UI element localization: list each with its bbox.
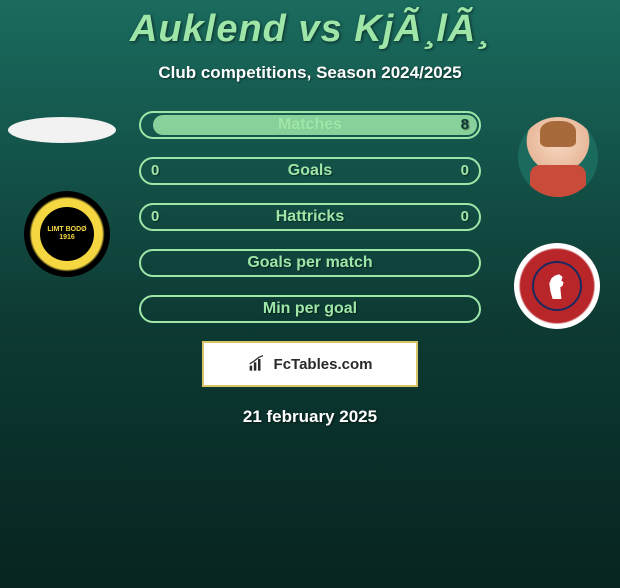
stat-row-goals: 0 Goals 0 bbox=[139, 157, 481, 185]
horse-icon bbox=[546, 273, 568, 299]
subtitle: Club competitions, Season 2024/2025 bbox=[0, 63, 620, 83]
player-right-avatar bbox=[518, 117, 598, 197]
stat-label: Goals per match bbox=[247, 254, 372, 271]
stat-row-matches: Matches 8 bbox=[139, 111, 481, 139]
comparison-date: 21 february 2025 bbox=[0, 407, 620, 427]
brand-badge[interactable]: FcTables.com bbox=[202, 341, 418, 387]
stat-right-val: 0 bbox=[461, 205, 469, 229]
chart-icon bbox=[248, 355, 268, 373]
stat-label: Min per goal bbox=[263, 300, 357, 317]
stat-row-gpm: Goals per match bbox=[139, 249, 481, 277]
player-left-avatar bbox=[8, 117, 116, 143]
stat-row-hattricks: 0 Hattricks 0 bbox=[139, 203, 481, 231]
stat-bars: Matches 8 0 Goals 0 0 Hattricks 0 Goals … bbox=[139, 111, 481, 323]
stat-left-val: 0 bbox=[151, 159, 159, 183]
club-left-crest: LIMT BODØ 1916 bbox=[24, 191, 110, 277]
club-right-crest bbox=[514, 243, 600, 329]
stat-left-val: 0 bbox=[151, 205, 159, 229]
stat-row-mpg: Min per goal bbox=[139, 295, 481, 323]
club-left-text: LIMT BODØ 1916 bbox=[40, 226, 94, 243]
stat-fill bbox=[153, 115, 477, 135]
brand-text: FcTables.com bbox=[274, 356, 373, 373]
page-title: Auklend vs KjÃ¸lÃ¸ bbox=[0, 8, 620, 51]
comparison-panel: LIMT BODØ 1916 Matches 8 0 Goals 0 0 Hat… bbox=[0, 111, 620, 427]
stat-label: Hattricks bbox=[276, 208, 344, 225]
stat-right-val: 0 bbox=[461, 159, 469, 183]
stat-label: Goals bbox=[288, 162, 332, 179]
stat-right-val: 8 bbox=[461, 113, 469, 137]
